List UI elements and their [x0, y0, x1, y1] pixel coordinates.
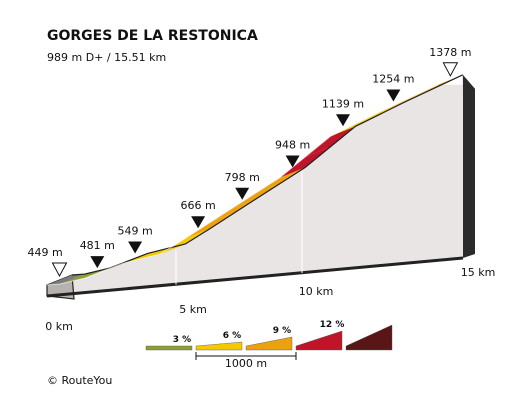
profile-body — [46, 74, 475, 300]
profile-right-wall — [462, 74, 475, 258]
chart-title: GORGES DE LA RESTONICA — [47, 28, 258, 44]
x-tick-label: 15 km — [461, 266, 496, 279]
elevation-marker-icon — [128, 241, 143, 254]
elevation-label: 948 m — [275, 138, 310, 151]
grade-segment — [305, 126, 356, 157]
elevation-label: 449 m — [28, 246, 63, 259]
grade-segment — [185, 211, 236, 239]
profile-front-edge — [46, 84, 439, 286]
elevation-label: 798 m — [225, 171, 260, 184]
x-tick-label: 10 km — [299, 285, 334, 298]
grade-segment — [280, 146, 331, 178]
legend-label: 3 % — [173, 335, 191, 345]
profile-top-edge — [71, 74, 464, 276]
elevation-marker-icon — [285, 155, 300, 168]
legend-swatch — [295, 330, 343, 351]
grade-segment — [229, 183, 280, 210]
legend-label: 9 % — [273, 326, 291, 336]
grade-segment — [210, 199, 255, 222]
elevation-label: 666 m — [180, 199, 215, 212]
profile-wall — [47, 84, 468, 296]
elevation-marker-icon — [235, 187, 250, 200]
legend-swatch — [245, 336, 293, 351]
elevation-label: 1254 m — [372, 73, 414, 86]
grade-segment — [254, 167, 306, 194]
elevation-label: 549 m — [117, 224, 152, 237]
endpoint-marker-icon — [51, 262, 68, 278]
chart-subtitle: 989 m D+ / 15.51 km — [47, 51, 166, 64]
profile-surface — [46, 74, 464, 286]
profile-bottom-edge — [46, 256, 464, 298]
elevation-label: 1139 m — [322, 97, 364, 110]
grade-legend: 3 % 6 % 9 % 12 % 1000 m — [145, 320, 393, 370]
grade-segment — [59, 268, 110, 285]
scale-label: 1000 m — [225, 357, 267, 370]
grade-segment — [47, 274, 85, 285]
legend-swatch — [145, 345, 193, 351]
legend-swatch — [195, 341, 243, 351]
x-axis: 0 km 5 km 10 km 15 km — [45, 266, 495, 333]
legend-swatch — [345, 324, 393, 351]
elevation-marker-icon — [386, 89, 401, 102]
elevation-label: 481 m — [80, 239, 115, 252]
elevation-marker-icon — [191, 216, 206, 229]
copyright-text: © RouteYou — [47, 374, 112, 387]
legend-label: 6 % — [223, 331, 241, 341]
x-tick-label: 0 km — [45, 320, 73, 333]
x-tick-label: 5 km — [179, 303, 207, 316]
elevation-label: 1378 m — [429, 46, 471, 59]
endpoint-marker-icon — [442, 62, 459, 77]
elevation-marker-icon — [336, 114, 350, 127]
legend-label: 12 % — [320, 320, 345, 330]
elevation-marker-icon — [90, 256, 105, 269]
